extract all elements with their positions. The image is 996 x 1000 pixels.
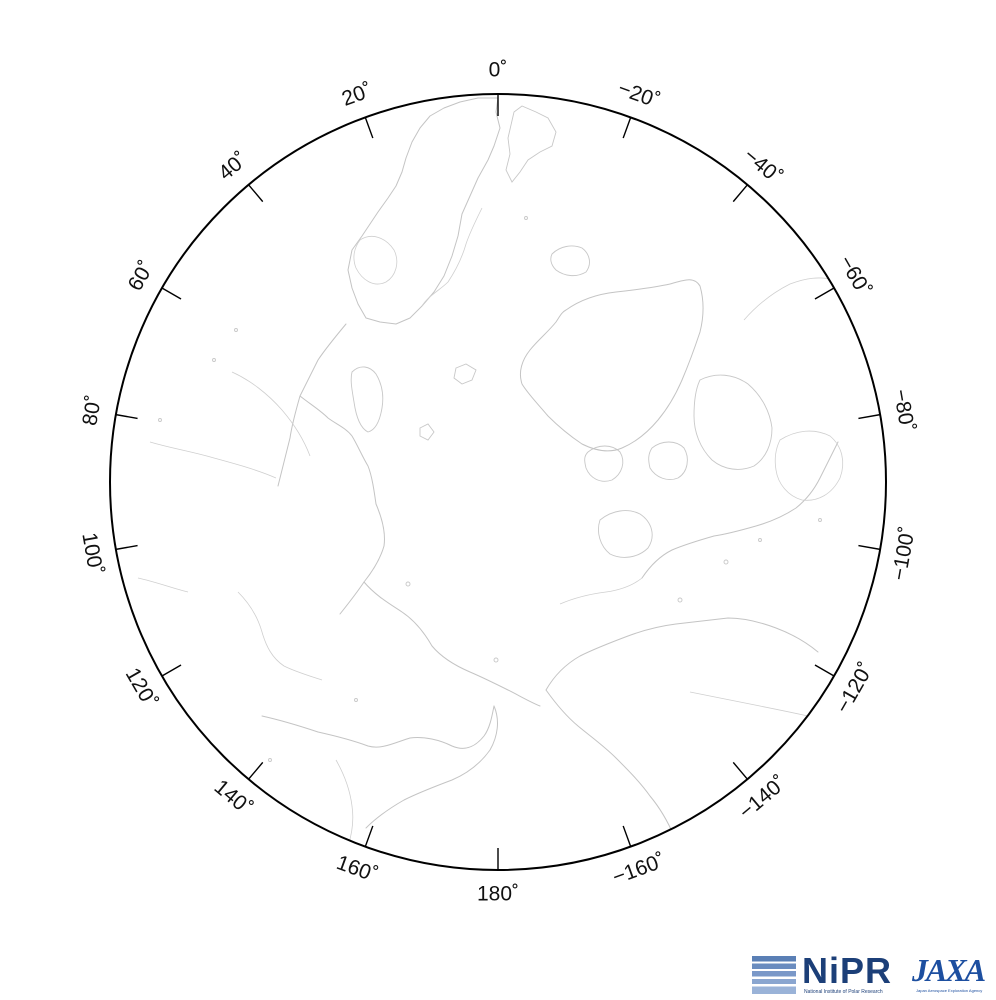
isle-novaya-zemlya bbox=[350, 366, 384, 433]
isle-victoria bbox=[598, 510, 653, 558]
isle-banks bbox=[584, 445, 624, 482]
tick-m40 bbox=[732, 184, 748, 203]
tick-m60 bbox=[814, 287, 835, 300]
tick-140 bbox=[248, 761, 264, 780]
coast-alaska bbox=[545, 617, 819, 691]
coast-baltic bbox=[353, 236, 398, 285]
tick-m20 bbox=[622, 117, 632, 139]
tick-120 bbox=[161, 664, 182, 677]
lon-label-m160: −160˚ bbox=[609, 849, 668, 889]
lon-label-m40: −40˚ bbox=[739, 144, 786, 189]
lon-label-m80: −80˚ bbox=[889, 387, 919, 433]
coast-kola bbox=[421, 207, 483, 307]
longitude-ticks bbox=[115, 94, 881, 870]
jaxa-logo: JAXA Japan Aerospace Exploration Agency bbox=[912, 952, 992, 998]
tick-m160 bbox=[622, 825, 632, 847]
lon-label-160: 160˚ bbox=[333, 851, 380, 887]
tick-m120 bbox=[814, 664, 835, 677]
tick-20 bbox=[364, 117, 374, 139]
tick-m140 bbox=[732, 761, 748, 780]
lon-label-120: 120˚ bbox=[121, 664, 162, 712]
lon-label-80: 80˚ bbox=[78, 394, 106, 428]
river-siberia-2 bbox=[149, 441, 277, 479]
jaxa-subtitle: Japan Aerospace Exploration Agency bbox=[916, 988, 983, 993]
coast-canada-mainland bbox=[641, 441, 839, 579]
lon-label-m60: −60˚ bbox=[834, 252, 875, 300]
tick-40 bbox=[248, 184, 264, 203]
tick-100 bbox=[115, 544, 138, 551]
coast-sakhalin bbox=[335, 759, 354, 847]
lon-label-140: 140˚ bbox=[210, 775, 257, 820]
isle-franz-josef bbox=[419, 363, 477, 441]
lon-label-40: 40˚ bbox=[214, 148, 252, 185]
tick-80 bbox=[115, 413, 138, 420]
coast-hudson-bay bbox=[774, 430, 844, 501]
coast-brooks bbox=[559, 577, 643, 605]
nipr-emblem-icon bbox=[752, 956, 796, 994]
river-siberia-3 bbox=[237, 591, 323, 681]
nipr-logo: NiPR National Institute of Polar Researc… bbox=[752, 950, 902, 998]
river-siberia-1 bbox=[231, 371, 311, 457]
lon-label-100: 100˚ bbox=[77, 531, 107, 576]
lon-label-0: 0˚ bbox=[489, 59, 508, 82]
coast-okhotsk bbox=[261, 705, 495, 749]
small-islands bbox=[158, 216, 822, 762]
isle-ellesmere bbox=[648, 441, 688, 480]
coast-greenland bbox=[519, 279, 704, 452]
coast-russia-north bbox=[277, 323, 385, 615]
logo-bar: NiPR National Institute of Polar Researc… bbox=[752, 950, 992, 998]
tick-160 bbox=[364, 825, 374, 847]
jaxa-name: JAXA bbox=[912, 952, 986, 988]
tick-m100 bbox=[858, 544, 881, 551]
isle-svalbard bbox=[505, 105, 557, 183]
coast-aleutians bbox=[689, 691, 809, 717]
coast-east-siberia bbox=[363, 581, 541, 707]
lon-label-60: 60˚ bbox=[124, 257, 159, 295]
river-siberia-4 bbox=[137, 577, 189, 593]
isle-iceland bbox=[550, 245, 590, 277]
isle-baffin bbox=[693, 374, 773, 470]
lon-label-m20: −20˚ bbox=[615, 77, 663, 113]
tick-60 bbox=[161, 287, 182, 300]
lon-label-20: 20˚ bbox=[339, 79, 375, 111]
coast-scandinavia bbox=[347, 97, 501, 325]
tick-m80 bbox=[858, 413, 881, 420]
lon-label-180: 180˚ bbox=[477, 883, 519, 906]
coast-kamchatka bbox=[365, 705, 498, 829]
nipr-subtitle: National Institute of Polar Research bbox=[804, 989, 883, 995]
lon-label-m100: −100˚ bbox=[888, 525, 920, 582]
nipr-name: NiPR bbox=[802, 950, 893, 991]
map-background bbox=[110, 94, 886, 870]
coast-alaska-south bbox=[545, 689, 675, 837]
